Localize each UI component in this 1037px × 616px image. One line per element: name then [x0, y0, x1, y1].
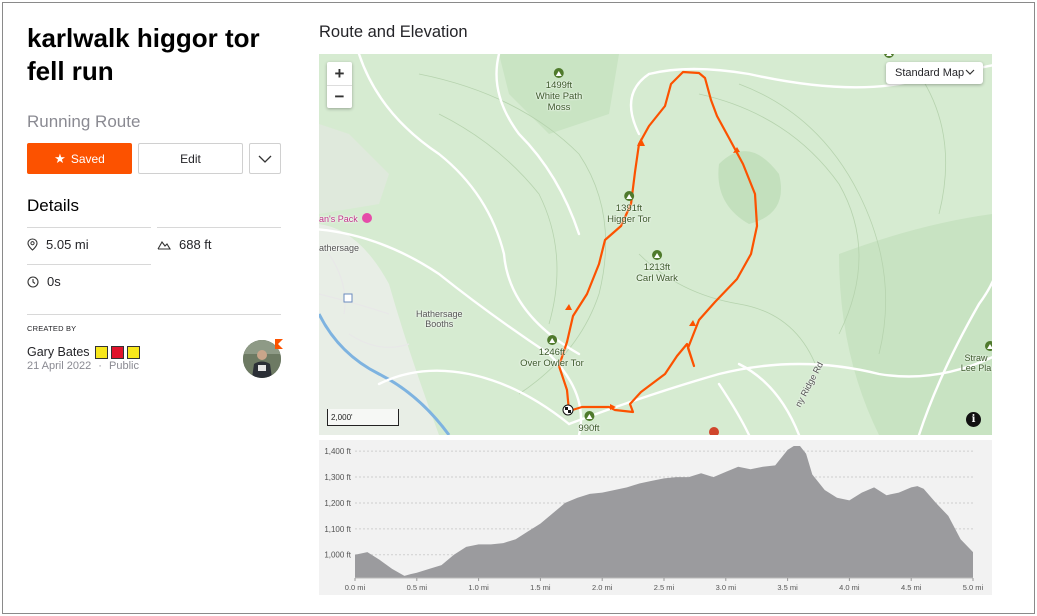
creator-meta: 21 April 2022 · Public: [27, 360, 139, 372]
distance-stat: 5.05 mi: [27, 227, 151, 261]
creator-row: Gary Bates: [27, 345, 140, 359]
poi-label: Carl Wark: [636, 273, 678, 284]
peak-icon: [554, 68, 564, 78]
chevron-down-icon: [258, 155, 272, 163]
poi-elevation: 990ft: [578, 423, 600, 434]
more-options-button[interactable]: [249, 143, 281, 174]
x-tick-label: 2.0 mi: [592, 583, 613, 592]
route-title: karlwalk higgor tor fell run: [27, 23, 260, 86]
poi-white-path-moss: 1499ft White Path Moss: [536, 68, 582, 113]
avatar-photo: [243, 340, 281, 378]
badge-yellow-2: [126, 345, 140, 359]
avatar[interactable]: [243, 340, 281, 378]
x-tick-label: 0.5 mi: [407, 583, 428, 592]
visibility: Public: [109, 360, 139, 372]
y-tick-label: 1,000 ft: [324, 551, 351, 560]
elevation-area: [355, 446, 973, 578]
peak-icon: [884, 54, 894, 58]
distance-value: 5.05 mi: [46, 237, 89, 252]
poi-pack-horse: an's Pack: [319, 214, 358, 224]
map-type-label: Standard Map: [895, 67, 965, 79]
poi-start: 990ft: [578, 411, 600, 434]
x-tick-label: 4.0 mi: [839, 583, 860, 592]
mountain-icon: [157, 241, 171, 250]
meta-separator: ·: [98, 360, 102, 372]
poi-strawberry-lee: Straw Lee Pla: [957, 341, 992, 373]
peak-icon: [583, 411, 594, 421]
zoom-controls: + −: [327, 62, 352, 108]
poi-label: Higger Tor: [607, 214, 651, 225]
poi-label: Straw: [964, 353, 988, 363]
poi-elevation: 1391ft: [615, 203, 643, 214]
poi-elevation: 1246ft: [538, 347, 566, 358]
x-tick-label: 0.0 mi: [345, 583, 366, 592]
poi-label: White Path: [535, 91, 583, 102]
x-tick-label: 1.5 mi: [530, 583, 551, 592]
badge-yellow: [94, 345, 108, 359]
poi-label-2: Lee Pla: [960, 363, 992, 373]
map-scale: 2,000': [327, 409, 399, 426]
x-tick-label: 3.0 mi: [716, 583, 737, 592]
poi-higger-tor: 1391ft Higger Tor: [607, 191, 651, 225]
time-value: 0s: [47, 274, 61, 289]
details-divider: [27, 314, 281, 315]
peak-icon: [624, 191, 634, 201]
map-type-select[interactable]: Standard Map: [886, 62, 983, 84]
elevation-chart[interactable]: 1,400 ft 1,300 ft 1,200 ft 1,100 ft 1,000 ft…: [319, 440, 992, 595]
start-finish-marker: [562, 404, 574, 416]
map-info-button[interactable]: i: [966, 412, 981, 427]
star-icon: ★: [54, 150, 66, 166]
saved-button[interactable]: ★ Saved: [27, 143, 132, 174]
x-tick-label: 5.0 mi: [963, 583, 984, 592]
badge-red: [110, 345, 124, 359]
x-tick-label: 1.0 mi: [468, 583, 489, 592]
details-heading: Details: [27, 196, 79, 215]
subscriber-badge-icon: [275, 339, 283, 349]
section-title: Route and Elevation: [319, 23, 468, 41]
elevation-stat: 688 ft: [157, 227, 281, 261]
peak-icon: [985, 341, 992, 351]
created-date: 21 April 2022: [27, 360, 92, 372]
y-tick-label: 1,300 ft: [324, 473, 351, 482]
y-tick-label: 1,100 ft: [324, 525, 351, 534]
y-tick-label: 1,400 ft: [324, 447, 351, 456]
poi-label-2: Moss: [547, 102, 571, 113]
edit-button[interactable]: Edit: [138, 143, 243, 174]
town-label-1: Hathersage: [416, 309, 463, 319]
x-tick-label: 3.5 mi: [777, 583, 798, 592]
elevation-chart-svg: 1,400 ft 1,300 ft 1,200 ft 1,100 ft 1,000 ft…: [324, 446, 984, 592]
peak-icon: [652, 250, 662, 260]
map-base: [319, 54, 992, 435]
poi-label: Over Owler Tor: [520, 358, 584, 369]
poi-over-owler-tor: 1246ft Over Owler Tor: [520, 335, 584, 369]
elevation-value: 688 ft: [179, 237, 212, 252]
x-tick-label: 4.5 mi: [901, 583, 922, 592]
x-tick-label: 2.5 mi: [654, 583, 675, 592]
route-subtitle: Running Route: [27, 112, 141, 131]
route-map[interactable]: 1499ft White Path Moss 1391ft Higger Tor…: [319, 54, 992, 435]
y-tick-label: 1,200 ft: [324, 499, 351, 508]
town-hathersage: athersage: [319, 243, 360, 253]
poi-lady-cannings: [884, 54, 894, 60]
poi-elevation: 1499ft: [545, 80, 573, 91]
poi-elevation: 1213ft: [643, 262, 671, 273]
peak-icon: [546, 335, 557, 345]
location-pin-icon: [27, 238, 38, 251]
creator-name[interactable]: Gary Bates: [27, 345, 90, 359]
town-hathersage-booths: Hathersage Booths: [416, 309, 463, 329]
created-by-label: CREATED BY: [27, 324, 77, 333]
saved-label: Saved: [70, 151, 105, 166]
time-stat: 0s: [27, 264, 151, 298]
clock-icon: [27, 275, 39, 288]
town-label-2: Booths: [425, 319, 454, 329]
zoom-in-button[interactable]: +: [334, 63, 345, 83]
poi-carl-wark: 1213ft Carl Wark: [636, 250, 678, 284]
chevron-down-icon: [965, 69, 975, 75]
zoom-out-button[interactable]: −: [327, 85, 352, 108]
